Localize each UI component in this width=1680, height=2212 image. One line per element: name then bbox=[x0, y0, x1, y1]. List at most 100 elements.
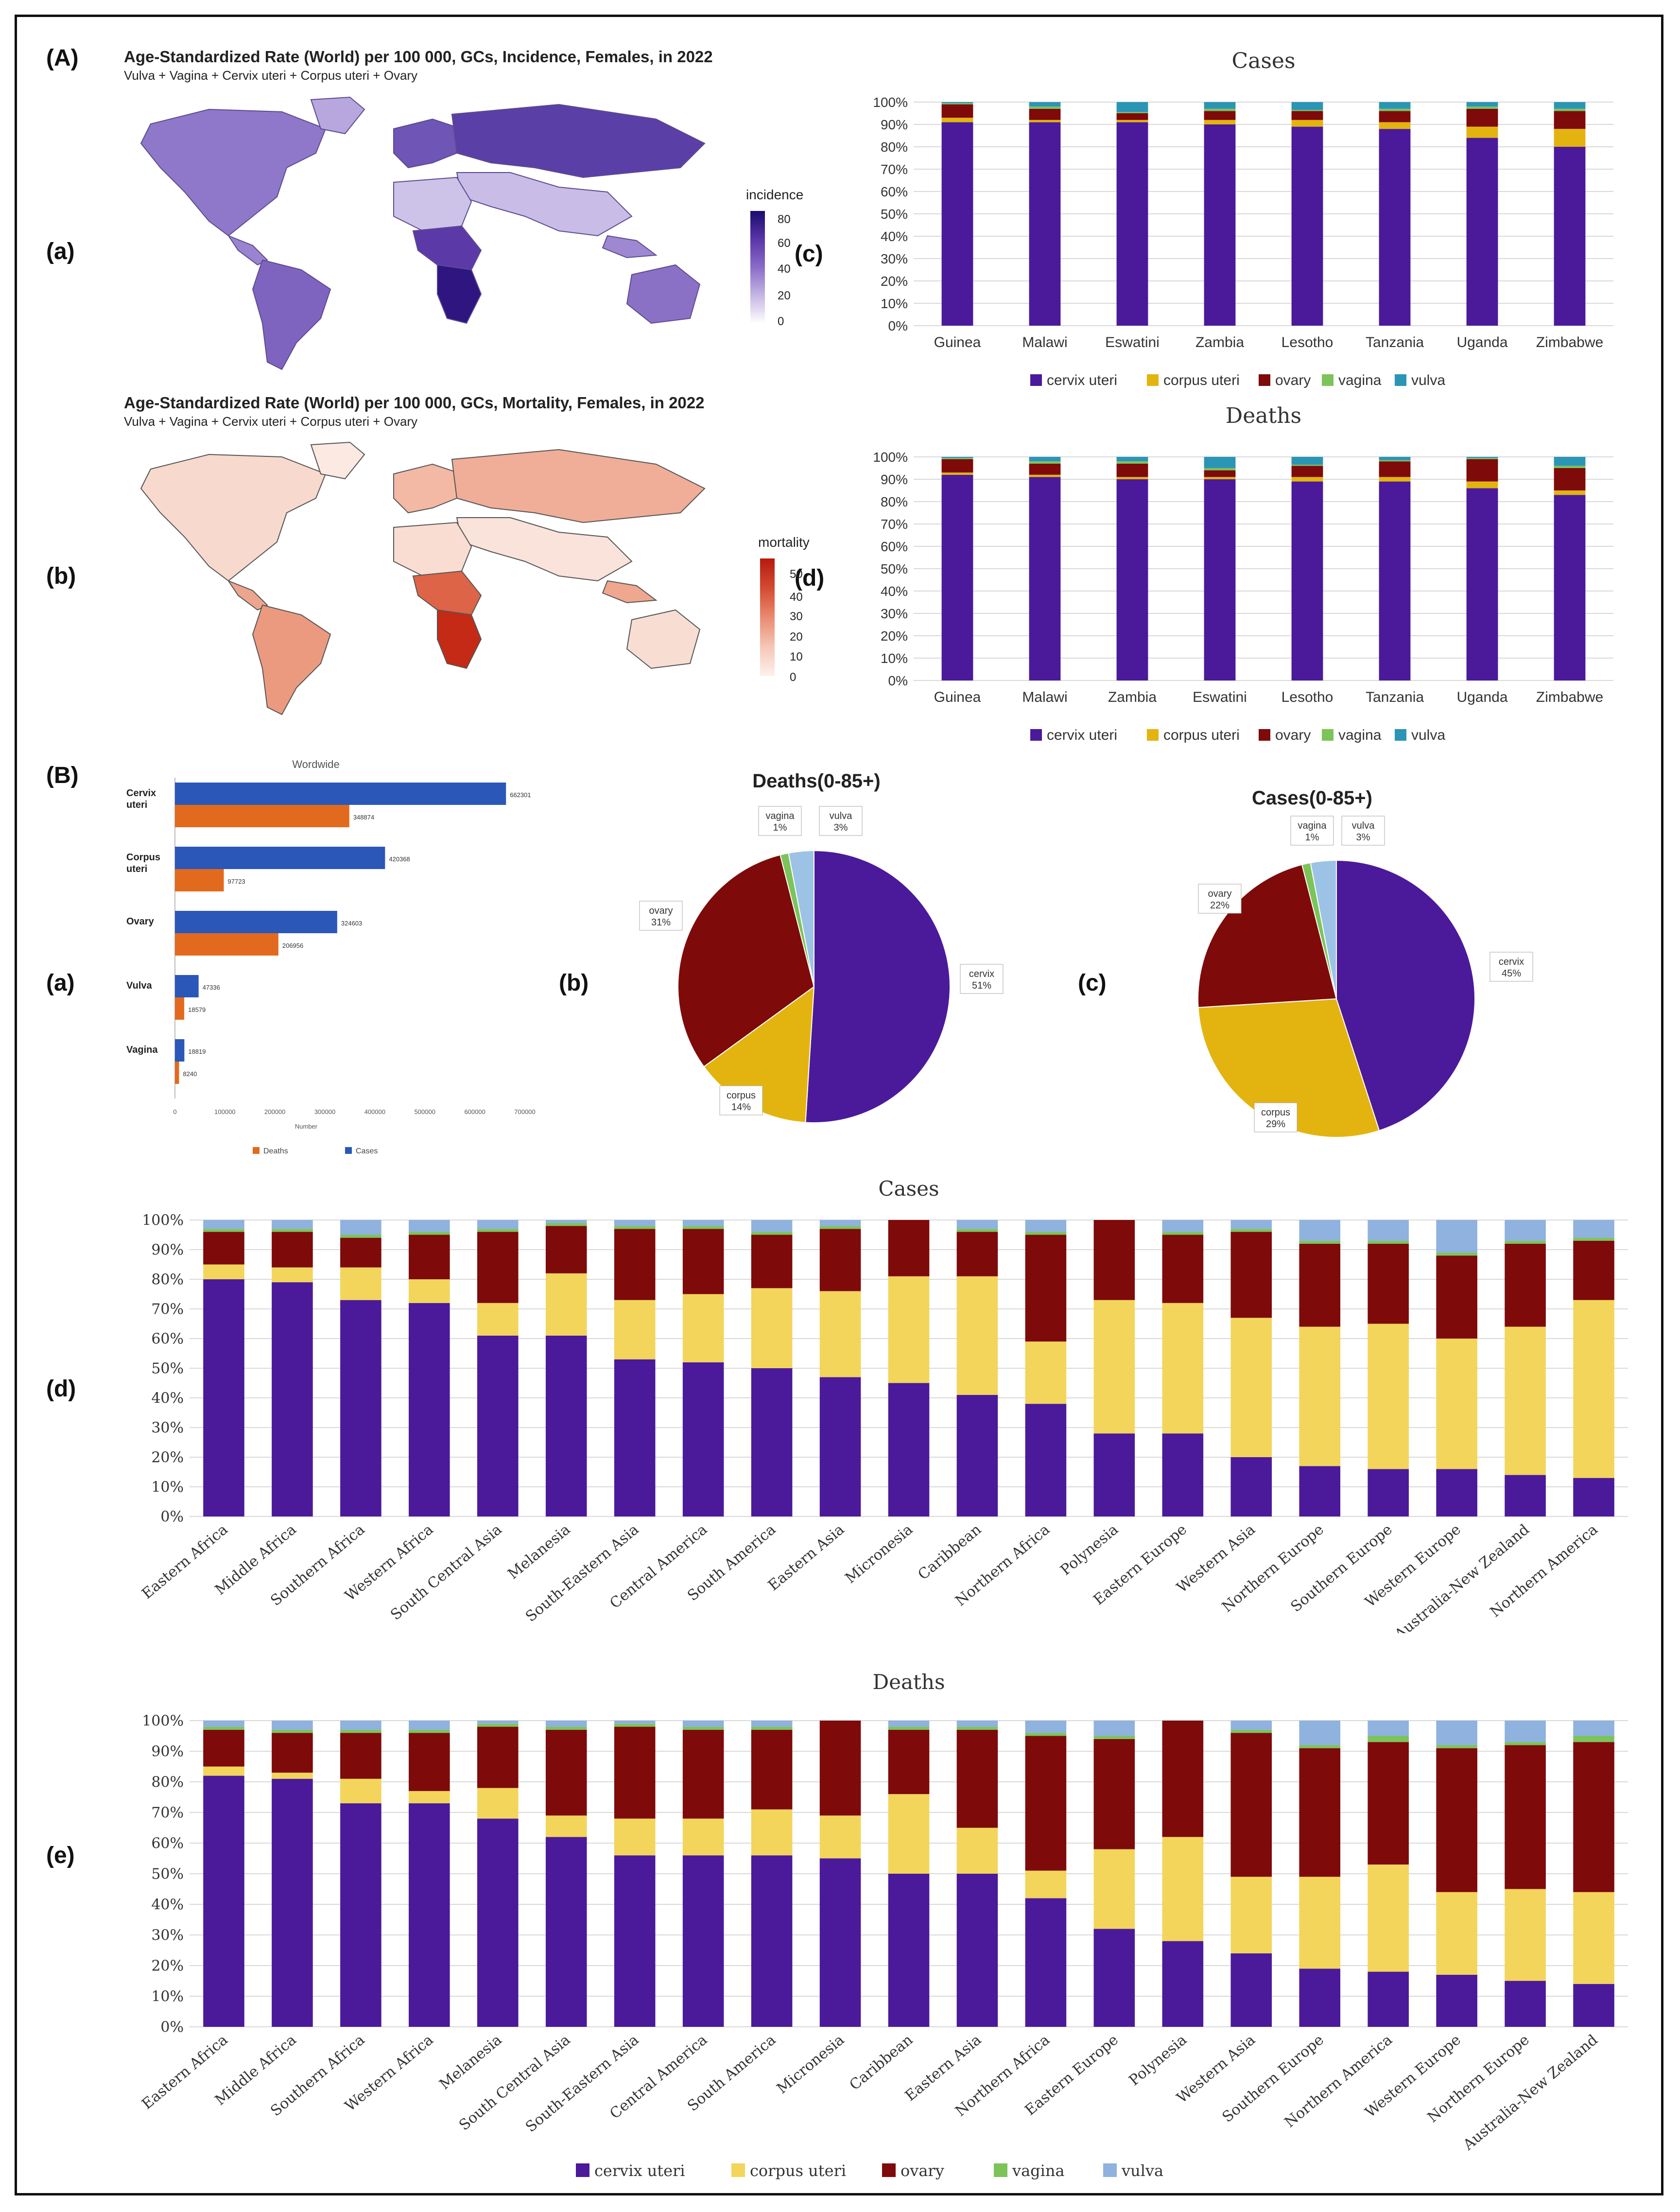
y-tick-label: 50% bbox=[151, 1360, 184, 1377]
legend-label-ovary: ovary bbox=[1275, 372, 1311, 388]
bar-cervix-uteri-eastern-africa bbox=[203, 1776, 244, 2027]
bar-vulva-australia-new-zealand bbox=[1505, 1220, 1546, 1241]
mortality-colorbar bbox=[760, 558, 775, 676]
bar-vagina-melanesia bbox=[477, 1724, 519, 1727]
bar-cervix-uteri-southern-africa bbox=[340, 1300, 381, 1516]
bar-vulva-western-asia bbox=[1230, 1220, 1272, 1229]
bar-corpus-uteri-tanzania bbox=[1379, 477, 1411, 482]
x-tick-label: Polynesia bbox=[1126, 2031, 1191, 2089]
y-tick-label: 60% bbox=[881, 539, 908, 554]
chart-title: Cases bbox=[878, 1177, 939, 1201]
bar-corpus-uteri-eastern-africa bbox=[203, 1264, 244, 1279]
bar-ovary-lesotho bbox=[1291, 111, 1323, 120]
bar-ovary-melanesia bbox=[477, 1726, 519, 1788]
chart-title: Deaths bbox=[1226, 403, 1301, 428]
bar-vagina-western-asia bbox=[1230, 1729, 1272, 1733]
bar-ovary-northern-africa bbox=[1025, 1736, 1067, 1871]
bar-corpus-uteri-eastern-africa bbox=[203, 1766, 244, 1776]
chart-title: Deaths(0-85+) bbox=[752, 770, 880, 792]
bar-vagina-malawi bbox=[1029, 106, 1061, 109]
legend-label-ovary: ovary bbox=[901, 2161, 944, 2180]
bar-corpus-uteri-eastern-asia bbox=[819, 1291, 861, 1377]
bar-ovary-south-eastern-asia bbox=[614, 1229, 656, 1300]
legend-swatch-vagina bbox=[994, 2163, 1007, 2177]
pie-slice-ovary bbox=[677, 854, 815, 1067]
legend-swatch-vulva bbox=[1395, 729, 1406, 741]
bar-vagina-uganda bbox=[1466, 106, 1498, 109]
pie-value-ovary: 22% bbox=[1210, 900, 1230, 911]
x-tick-label: 700000 bbox=[514, 1108, 535, 1115]
bar-cervix-uteri-polynesia bbox=[1162, 1941, 1204, 2027]
y-tick-label: 70% bbox=[151, 1301, 184, 1318]
bar-ovary-uganda bbox=[1466, 459, 1498, 482]
bar-vulva-south-eastern-asia bbox=[614, 1721, 656, 1724]
y-tick-label: 10% bbox=[881, 296, 908, 311]
greenland bbox=[310, 96, 365, 135]
bar-ovary-southern-africa bbox=[340, 1237, 381, 1268]
bar-ovary-northern-africa bbox=[1025, 1235, 1067, 1342]
bar-corpus-uteri-western-africa bbox=[409, 1791, 450, 1804]
y-tick-label: 100% bbox=[873, 95, 908, 110]
bar-corpus-uteri-zimbabwe bbox=[1554, 490, 1586, 495]
bar-corpus-uteri-melanesia bbox=[477, 1788, 519, 1819]
panel-label-B-b: (b) bbox=[559, 970, 589, 996]
bar-ovary-zambia bbox=[1116, 463, 1148, 477]
bar-ovary-uganda bbox=[1466, 108, 1498, 127]
y-tick-label: 30% bbox=[881, 606, 908, 621]
bar-cervix-uteri-eastern-africa bbox=[203, 1279, 244, 1516]
y-tick-label: 90% bbox=[881, 117, 908, 132]
australia bbox=[626, 609, 701, 669]
se-asia-islands bbox=[602, 580, 658, 604]
bar-cervix-uteri-zambia bbox=[1204, 124, 1236, 326]
bar-corpus-uteri-southern-africa bbox=[340, 1267, 381, 1300]
legend-swatch-cervix-uteri bbox=[1030, 374, 1042, 386]
pie-label-box-cervix bbox=[960, 964, 1004, 994]
bar-corpus-uteri-south-eastern-asia bbox=[614, 1818, 656, 1856]
bar-ovary-australia-new-zealand bbox=[1505, 1243, 1546, 1327]
bar-vagina-zambia bbox=[1116, 461, 1148, 464]
bar-cervix-uteri-lesotho bbox=[1291, 126, 1323, 326]
bar-ovary-southern-europe bbox=[1299, 1748, 1340, 1877]
x-tick-label: 100000 bbox=[214, 1108, 235, 1115]
pie-slice-vulva bbox=[1310, 859, 1337, 999]
chart-deaths-regions: Deaths0%10%20%30%40%50%60%70%80%90%100%E… bbox=[139, 1670, 1628, 2180]
value-label-deaths-vagina: 8240 bbox=[183, 1070, 197, 1078]
bar-vulva-south-central-asia bbox=[545, 1721, 587, 1727]
bar-cervix-uteri-malawi bbox=[1029, 122, 1061, 326]
x-tick-label: Zimbabwe bbox=[1536, 334, 1603, 350]
x-tick-label: 200000 bbox=[264, 1108, 285, 1115]
pie-slice-cervix bbox=[1336, 859, 1475, 1132]
bar-vagina-south-central-asia bbox=[477, 1229, 519, 1232]
bar-vagina-eswatini bbox=[1116, 112, 1148, 113]
australia bbox=[626, 264, 701, 324]
bar-vulva-tanzania bbox=[1379, 102, 1411, 109]
bar-vagina-central-america bbox=[682, 1726, 724, 1730]
bar-deaths-corpus-uteri bbox=[175, 869, 224, 891]
legend-swatch-deaths bbox=[253, 1147, 260, 1154]
bar-ovary-zambia bbox=[1204, 111, 1236, 120]
bar-corpus-uteri-eswatini bbox=[1116, 120, 1148, 122]
x-tick-label: Melanesia bbox=[436, 2031, 505, 2093]
bar-vagina-australia-new-zealand bbox=[1573, 1736, 1614, 1742]
bar-ovary-western-europe bbox=[1436, 1255, 1477, 1339]
y-tick-label: 90% bbox=[151, 1743, 184, 1760]
category-label-cervix-uteri: Cervix bbox=[126, 788, 156, 799]
bar-ovary-malawi bbox=[1029, 108, 1061, 120]
bar-ovary-south-central-asia bbox=[477, 1232, 519, 1303]
legend-swatch-cases bbox=[345, 1147, 352, 1154]
y-tick-label: 60% bbox=[151, 1331, 184, 1348]
bar-vulva-caribbean bbox=[888, 1721, 930, 1727]
bar-corpus-uteri-tanzania bbox=[1379, 122, 1411, 129]
bar-corpus-uteri-western-asia bbox=[1230, 1318, 1272, 1457]
bar-vulva-eastern-africa bbox=[203, 1721, 244, 1727]
bar-ovary-australia-new-zealand bbox=[1573, 1742, 1614, 1892]
africa-north bbox=[393, 522, 472, 577]
y-tick-label: 30% bbox=[151, 1927, 184, 1944]
legend-label-corpus-uteri: corpus uteri bbox=[1163, 372, 1240, 388]
africa-central bbox=[412, 225, 482, 271]
bar-vagina-caribbean bbox=[888, 1726, 930, 1730]
bar-vulva-western-africa bbox=[409, 1220, 450, 1232]
bar-vulva-eastern-europe bbox=[1162, 1220, 1204, 1232]
bar-vulva-australia-new-zealand bbox=[1573, 1721, 1614, 1736]
